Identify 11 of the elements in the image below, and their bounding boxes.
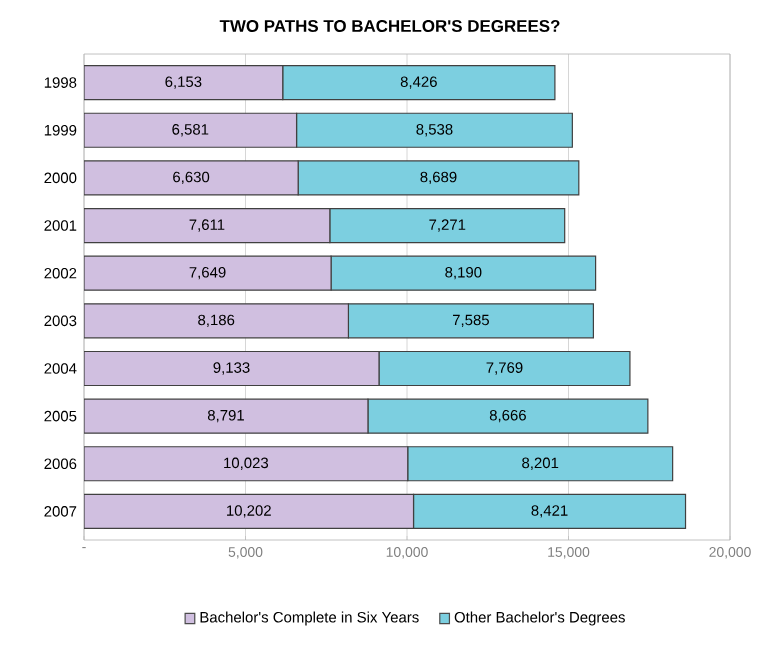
bar [84,65,284,101]
bar [84,398,369,434]
bar [84,207,331,244]
bar [84,446,409,482]
bar [84,303,350,339]
bar [84,350,380,387]
bar [84,160,299,196]
bar [84,255,332,291]
chart-title: TWO PATHS TO BACHELOR'S DEGREES? [219,20,560,32]
bar [84,493,415,530]
bar [84,112,298,148]
